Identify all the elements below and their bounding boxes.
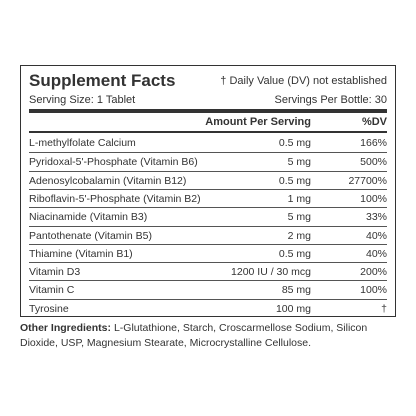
daily-value: 200% [360,266,387,279]
nutrient-name: Adenosylcobalamin (Vitamin B12) [29,174,187,187]
amount: 0.5 mg [278,174,311,187]
nutrient-name: Niacinamide (Vitamin B3) [29,211,148,224]
divider [29,109,387,113]
amount: 5 mg [287,211,311,224]
daily-value: 33% [365,211,387,224]
table-row: Thiamine (Vitamin B1) 0.5 mg 40% [29,243,387,263]
daily-value: 100% [360,284,387,297]
nutrient-name: L-methylfolate Calcium [29,137,136,149]
amount: 1 mg [287,192,311,205]
daily-value: † [381,302,387,315]
table-row: Adenosylcobalamin (Vitamin B12) 0.5 mg 277… [29,170,387,190]
daily-value: 500% [360,156,387,169]
table-row: Pantothenate (Vitamin B5) 2 mg 40% [29,225,387,245]
amount: 85 mg [281,284,311,297]
daily-value: 166% [360,137,387,149]
amount: 0.5 mg [278,247,311,260]
table-row: L-methylfolate Calcium 0.5 mg 166% [29,134,387,152]
table-row: Vitamin D3 1200 IU / 30 mcg 200% [29,262,387,281]
column-header: %DV [361,116,387,128]
table-row: Riboflavin-5'-Phosphate (Vitamin B2) 1 mg… [29,188,387,208]
servings-per-bottle: Servings Per Bottle: 30 [274,94,387,106]
divider [29,131,387,133]
serving-size: Serving Size: 1 Tablet [29,94,136,106]
nutrient-name: Vitamin D3 [29,266,81,279]
amount: 100 mg [275,302,311,315]
table-row: Vitamin C 85 mg 100% [29,280,387,299]
facts-panel: Supplement Facts † Daily Value (DV) not … [20,65,396,317]
nutrient-name: Tyrosine [29,302,69,315]
title: Supplement Facts [29,71,176,90]
daily-value: 40% [365,247,387,260]
nutrient-name: Pyridoxal-5'-Phosphate (Vitamin B6) [29,156,198,169]
other-label: Other Ingredients: [20,322,112,334]
nutrient-name: Pantothenate (Vitamin B5) [29,229,152,242]
table-row: Niacinamide (Vitamin B3) 5 mg 33% [29,207,387,226]
daily-value: 40% [365,229,387,242]
table-row: Tyrosine 100 mg † [29,298,387,318]
table-row: Pyridoxal-5'-Phosphate (Vitamin B6) 5 mg 5… [29,152,387,171]
daily-value: 27700% [348,174,387,187]
amount: 1200 IU / 30 mcg [231,266,311,279]
daily-value: 100% [360,192,387,205]
other-ingredients: Other Ingredients: L-Glutathione, Starch… [20,321,400,351]
nutrient-name: Riboflavin-5'-Phosphate (Vitamin B2) [29,192,201,205]
nutrient-name: Vitamin C [29,284,75,297]
column-header: Amount Per Serving [205,116,311,128]
dv-note: † Daily Value (DV) not established [220,75,387,87]
other-text: L-Glutathione, Starch, Croscarmellose So… [20,322,368,349]
amount: 5 mg [287,156,311,169]
amount: 0.5 mg [278,137,311,149]
nutrient-name: Thiamine (Vitamin B1) [29,247,133,260]
amount: 2 mg [287,229,311,242]
